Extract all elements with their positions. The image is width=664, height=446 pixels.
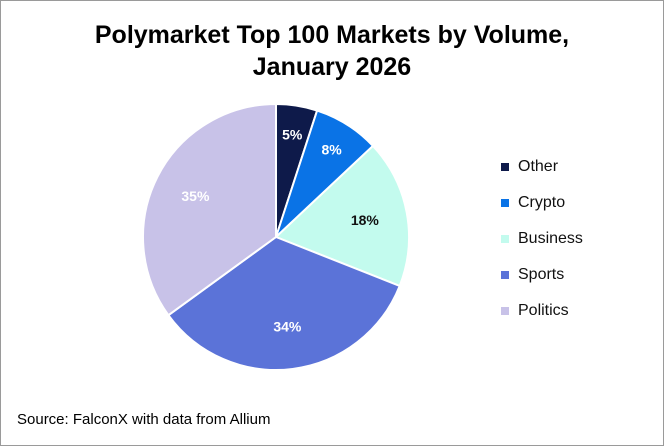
legend-swatch xyxy=(501,271,509,279)
pie-label-other: 5% xyxy=(282,127,303,143)
chart-title-line-2: January 2026 xyxy=(252,53,412,81)
chart-title-line-1: Polymarket Top 100 Markets by Volume, xyxy=(94,21,570,49)
pie-label-politics: 35% xyxy=(181,188,210,204)
pie-slice-business xyxy=(274,144,410,288)
legend-item-other: Other xyxy=(501,149,583,185)
pie-label-business: 18% xyxy=(351,212,380,228)
pie-slice-sports xyxy=(167,235,401,371)
legend-item-crypto: Crypto xyxy=(501,185,583,221)
pie-slice-politics xyxy=(142,102,277,317)
legend-item-politics: Politics xyxy=(501,293,583,329)
source-note: Source: FalconX with data from Allium xyxy=(17,411,271,428)
legend-label: Business xyxy=(518,230,583,247)
legend-swatch xyxy=(501,235,509,243)
pie-label-sports: 34% xyxy=(273,319,302,335)
legend-swatch xyxy=(501,307,509,315)
pie-label-crypto: 8% xyxy=(321,141,342,157)
chart-title: Polymarket Top 100 Markets by Volume, Ja… xyxy=(1,19,663,83)
chart-legend: Other Crypto Business Sports Politics xyxy=(501,149,583,329)
legend-item-business: Business xyxy=(501,221,583,257)
legend-swatch xyxy=(501,163,509,171)
legend-label: Sports xyxy=(518,266,565,283)
legend-label: Crypto xyxy=(518,194,566,211)
legend-swatch xyxy=(501,199,509,207)
legend-item-sports: Sports xyxy=(501,257,583,293)
legend-label: Other xyxy=(518,158,559,175)
legend-label: Politics xyxy=(518,302,569,319)
